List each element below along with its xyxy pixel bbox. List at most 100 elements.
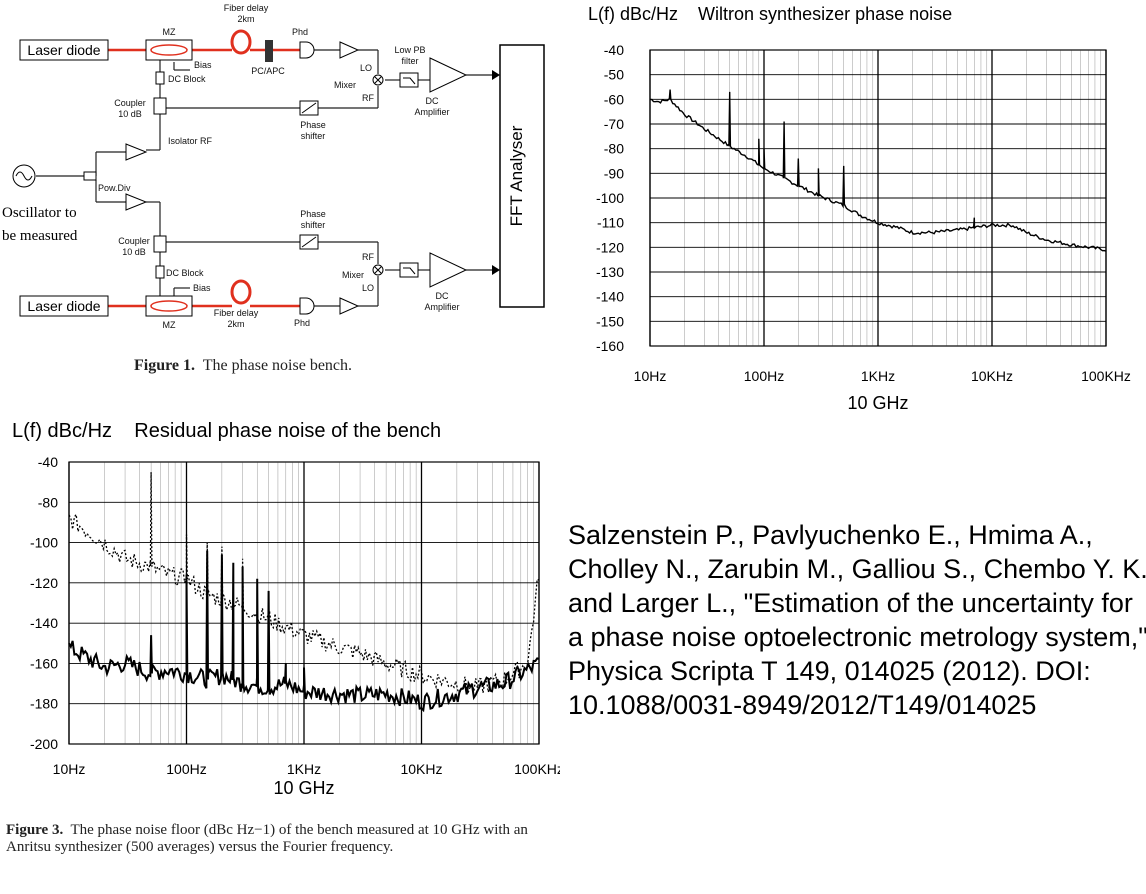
lo-top-label: LO xyxy=(360,63,372,73)
dc-amp-bottom-label: DC xyxy=(436,291,449,301)
x-tick-label: 10Hz xyxy=(634,368,667,384)
y-tick-label: -160 xyxy=(596,338,624,354)
y-tick-label: -140 xyxy=(30,615,58,631)
lo-bottom-label: LO xyxy=(362,283,374,293)
coupler-top-label: Coupler xyxy=(114,98,146,108)
chart2-title: Residual phase noise of the bench xyxy=(134,420,442,442)
phd-bottom-label: Phd xyxy=(294,318,310,328)
fft-analyser-box xyxy=(499,44,545,308)
y-tick-label: -130 xyxy=(596,264,624,280)
mixer-bottom-label: Mixer xyxy=(342,270,364,280)
citation-text: Salzenstein P., Pavlyuchenko E., Hmima A… xyxy=(568,520,1146,720)
y-tick-label: -50 xyxy=(604,67,624,83)
fiber-coil-top xyxy=(230,29,252,55)
y-tick-label: -80 xyxy=(604,141,624,157)
y-tick-label: -150 xyxy=(596,313,624,329)
fft-analyser-label: FFT Analyser xyxy=(507,125,526,226)
dc-block-bottom xyxy=(155,265,165,279)
oscillator-label-2: be measured xyxy=(2,228,78,244)
coupler-bottom xyxy=(153,235,167,253)
laser-diode-bottom xyxy=(19,295,109,317)
y-tick-label: -80 xyxy=(38,494,58,510)
coupler-top-value: 10 dB xyxy=(118,109,142,119)
phase-shifter-bottom-label: Phase xyxy=(300,209,326,219)
amp-bottom xyxy=(339,297,360,315)
chart1-plot: 10Hz 100Hz 1KHz 10KHz 100KHz -40 -50 -60 -70 -80 -… xyxy=(596,42,1131,413)
oscillator-label: Oscillator to xyxy=(2,205,77,221)
fiber-coil-bottom xyxy=(230,279,252,305)
x-tick-label: 10KHz xyxy=(400,761,442,777)
laser-diode-top xyxy=(19,39,109,61)
phase-shifter-top-label: Phase xyxy=(300,120,326,130)
y-tick-label: -180 xyxy=(30,696,58,712)
y-tick-label: -200 xyxy=(30,736,58,752)
rf-top-label: RF xyxy=(362,93,374,103)
chart2-title-row: L(f) dBc/Hz Residual phase noise of the … xyxy=(12,420,441,443)
dc-amplifier-bottom xyxy=(429,252,468,288)
y-tick-label: -160 xyxy=(30,655,58,671)
photodiode-bottom xyxy=(299,297,315,315)
isolator-label: Isolator RF xyxy=(168,136,213,146)
x-tick-label: 100KHz xyxy=(514,761,560,777)
mz-bottom xyxy=(145,295,193,317)
y-tick-label: -120 xyxy=(30,575,58,591)
y-tick-label: -40 xyxy=(604,42,624,58)
x-tick-label: 100Hz xyxy=(166,761,206,777)
low-pass-filter-bottom xyxy=(399,262,419,278)
y-tick-label: -100 xyxy=(30,535,58,551)
low-pass-filter-top xyxy=(399,72,419,88)
dc-amplifier-top xyxy=(429,57,468,93)
phase-shifter-bottom-label-2: shifter xyxy=(301,220,326,230)
rf-bottom-label: RF xyxy=(362,252,374,262)
x-tick-label: 10KHz xyxy=(971,368,1013,384)
y-tick-label: -70 xyxy=(604,116,624,132)
power-divider xyxy=(83,171,97,181)
x-axis-label: 10 GHz xyxy=(847,393,908,413)
figure1-caption: Figure 1. The phase noise bench. xyxy=(134,357,352,375)
mz-top-label: MZ xyxy=(163,27,176,37)
x-tick-label: 10Hz xyxy=(53,761,86,777)
fiber-delay-top-length: 2km xyxy=(237,14,254,24)
chart2-ylabel: L(f) dBc/Hz xyxy=(12,420,113,442)
y-tick-label: -100 xyxy=(596,190,624,206)
dc-amp-top-label: DC xyxy=(426,96,439,106)
coupler-bottom-label: Coupler xyxy=(118,236,150,246)
low-pb-filter-label-2: filter xyxy=(401,56,418,66)
amp-lower xyxy=(125,193,148,211)
y-tick-label: -120 xyxy=(596,239,624,255)
dc-block-bottom-label: DC Block xyxy=(166,268,204,278)
pc-apc xyxy=(265,40,273,62)
amp-isolator xyxy=(125,143,148,161)
coupler-bottom-value: 10 dB xyxy=(122,247,146,257)
mixer-top-label: Mixer xyxy=(334,80,356,90)
laser-diode-bottom-label: Laser diode xyxy=(27,298,100,314)
chart1-title-row: L(f) dBc/Hz Wiltron synthesizer phase no… xyxy=(588,4,952,25)
bias-top-label: Bias xyxy=(194,60,212,70)
y-tick-label: -140 xyxy=(596,289,624,305)
pow-div-label: Pow.Div xyxy=(98,183,131,193)
series-line-dotted xyxy=(68,472,540,694)
series-line-solid xyxy=(68,550,540,713)
chart1-title: Wiltron synthesizer phase noise xyxy=(698,4,953,24)
mz-bottom-label: MZ xyxy=(163,320,176,330)
coupler-top xyxy=(153,97,167,115)
y-tick-label: -60 xyxy=(604,91,624,107)
fiber-delay-bottom-length: 2km xyxy=(227,319,244,329)
amp-top xyxy=(339,41,360,59)
figure1-caption-text: The phase noise bench. xyxy=(202,357,353,374)
bias-bottom-label: Bias xyxy=(193,283,211,293)
laser-diode-top-label: Laser diode xyxy=(27,42,100,58)
figure3-caption: Figure 3. The phase noise floor (dBc Hz−… xyxy=(6,822,561,856)
x-tick-label: 100KHz xyxy=(1081,368,1131,384)
chart2-plot: 10Hz 100Hz 1KHz 10KHz 100KHz -40 -80 -100 -120 -1… xyxy=(30,454,560,798)
low-pb-filter-label: Low PB xyxy=(394,45,425,55)
bench-diagram: Laser diode Laser diode MZ MZ Fiber dela… xyxy=(2,3,545,330)
series-line-Wiltron synthesizer xyxy=(649,89,1107,252)
dc-block-top-label: DC Block xyxy=(168,74,206,84)
phd-top-label: Phd xyxy=(292,27,308,37)
chart1-ylabel: L(f) dBc/Hz xyxy=(588,4,679,24)
y-tick-label: -110 xyxy=(597,215,624,231)
photodiode-top xyxy=(299,41,315,59)
phase-shifter-top-label-2: shifter xyxy=(301,131,326,141)
